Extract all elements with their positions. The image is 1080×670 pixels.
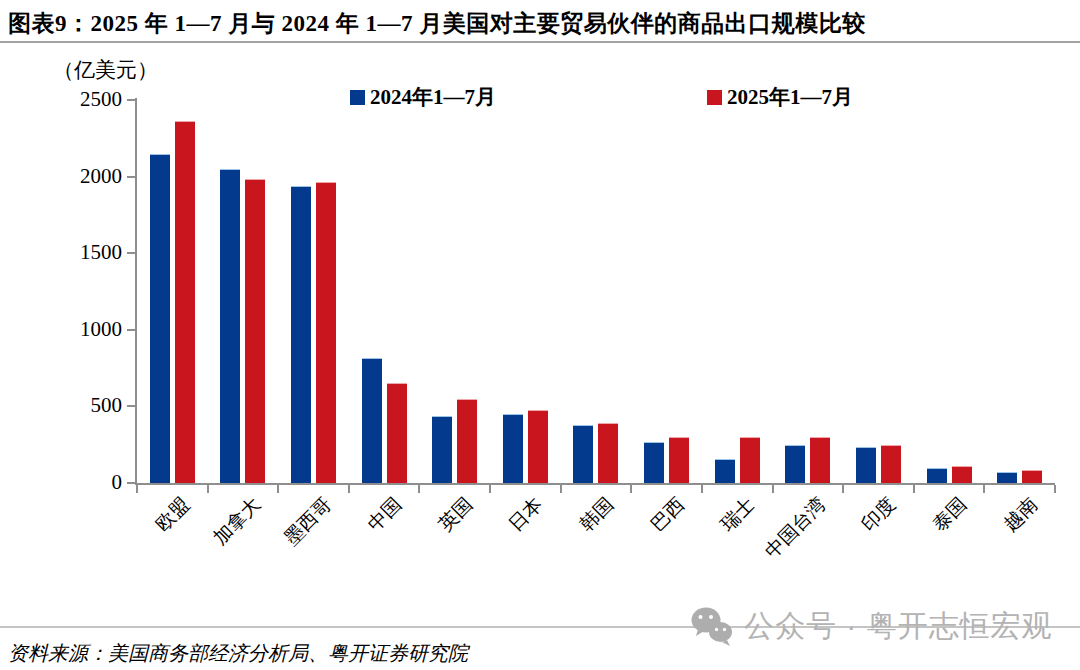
watermark: 公众号 · 粤开志恒宏观 [688,603,1053,649]
x-axis-tick [277,485,279,493]
bar-series0-cat12 [997,472,1017,483]
source-note: 资料来源：美国商务部经济分析局、粤开证券研究院 [8,640,468,667]
bar-group-10 [843,100,914,483]
wechat-icon [688,603,734,649]
y-axis-tick-label: 1500 [80,240,122,265]
bar-series1-cat10 [881,445,901,483]
bar-group-0 [137,100,208,483]
bar-group-5 [490,100,561,483]
bar-series0-cat10 [856,447,876,483]
x-axis-category-label: 加拿大 [208,492,267,551]
y-axis-tick [127,252,135,254]
bar-series1-cat3 [387,383,407,483]
x-axis-tick [136,485,138,493]
bar-group-3 [349,100,420,483]
x-axis-category-label: 泰国 [927,492,972,537]
bar-series0-cat0 [150,154,170,483]
x-axis-category-label: 日本 [504,492,549,537]
y-axis-tick [127,482,135,484]
x-axis-category-label: 越南 [998,492,1043,537]
bar-group-4 [419,100,490,483]
y-axis-tick [127,329,135,331]
y-axis-tick [127,99,135,101]
bar-group-12 [984,100,1055,483]
x-axis-tick [560,485,562,493]
bar-group-6 [561,100,632,483]
x-axis-category-label: 巴西 [645,492,690,537]
y-axis-unit-label: （亿美元） [53,56,158,84]
bar-series0-cat3 [362,358,382,483]
bar-series0-cat7 [644,442,664,483]
x-axis-tick [772,485,774,493]
bar-series1-cat9 [810,437,830,483]
x-axis-tick [913,485,915,493]
bar-group-7 [631,100,702,483]
bar-series0-cat9 [785,445,805,483]
x-axis-category-label: 欧盟 [150,492,195,537]
y-axis-tick [127,405,135,407]
bar-series1-cat0 [175,121,195,483]
title-divider [0,41,1080,43]
bar-series1-cat6 [598,423,618,483]
bar-series1-cat7 [669,437,689,483]
bar-series1-cat4 [457,399,477,483]
x-axis-category-label: 印度 [857,492,902,537]
y-axis-tick-label: 500 [91,393,123,418]
bar-series0-cat6 [573,425,593,483]
x-axis-category-label: 中国 [362,492,407,537]
x-axis-category-label: 韩国 [574,492,619,537]
bar-series0-cat2 [291,186,311,483]
bar-series1-cat12 [1022,470,1042,483]
x-axis-tick [983,485,985,493]
bar-series1-cat1 [245,179,265,483]
x-axis-line [135,483,1055,485]
y-axis-tick [127,176,135,178]
watermark-text: 公众号 · 粤开志恒宏观 [744,606,1053,647]
x-axis-tick [842,485,844,493]
x-axis-tick [1054,485,1056,493]
x-axis-category-label: 中国台湾 [759,492,831,564]
figure-title: 图表9：2025 年 1—7 月与 2024 年 1—7 月美国对主要贸易伙伴的… [8,8,1072,39]
x-axis-tick [418,485,420,493]
y-axis-tick-label: 0 [112,470,123,495]
bar-series0-cat8 [715,459,735,483]
y-axis-tick-label: 2500 [80,87,122,112]
y-axis-tick-label: 2000 [80,164,122,189]
y-axis-tick-label: 1000 [80,317,122,342]
bar-group-11 [914,100,985,483]
bar-series0-cat5 [503,414,523,483]
x-axis-tick [348,485,350,493]
bar-series1-cat11 [952,466,972,483]
bar-series1-cat2 [316,182,336,483]
bar-group-2 [278,100,349,483]
bar-series0-cat1 [220,169,240,483]
plot-area: 05001000150020002500欧盟加拿大墨西哥中国英国日本韩国巴西瑞士… [137,100,1055,483]
x-axis-tick [489,485,491,493]
x-axis-tick [630,485,632,493]
bar-group-8 [702,100,773,483]
bar-series1-cat5 [528,410,548,483]
x-axis-category-label: 墨西哥 [278,492,337,551]
bar-group-9 [773,100,844,483]
x-axis-category-label: 瑞士 [715,492,760,537]
bar-group-1 [208,100,279,483]
x-axis-tick [207,485,209,493]
bar-series1-cat8 [740,437,760,483]
x-axis-tick [701,485,703,493]
bar-series0-cat4 [432,416,452,483]
figure-page: 图表9：2025 年 1—7 月与 2024 年 1—7 月美国对主要贸易伙伴的… [0,0,1080,670]
bar-series0-cat11 [927,468,947,483]
x-axis-category-label: 英国 [433,492,478,537]
